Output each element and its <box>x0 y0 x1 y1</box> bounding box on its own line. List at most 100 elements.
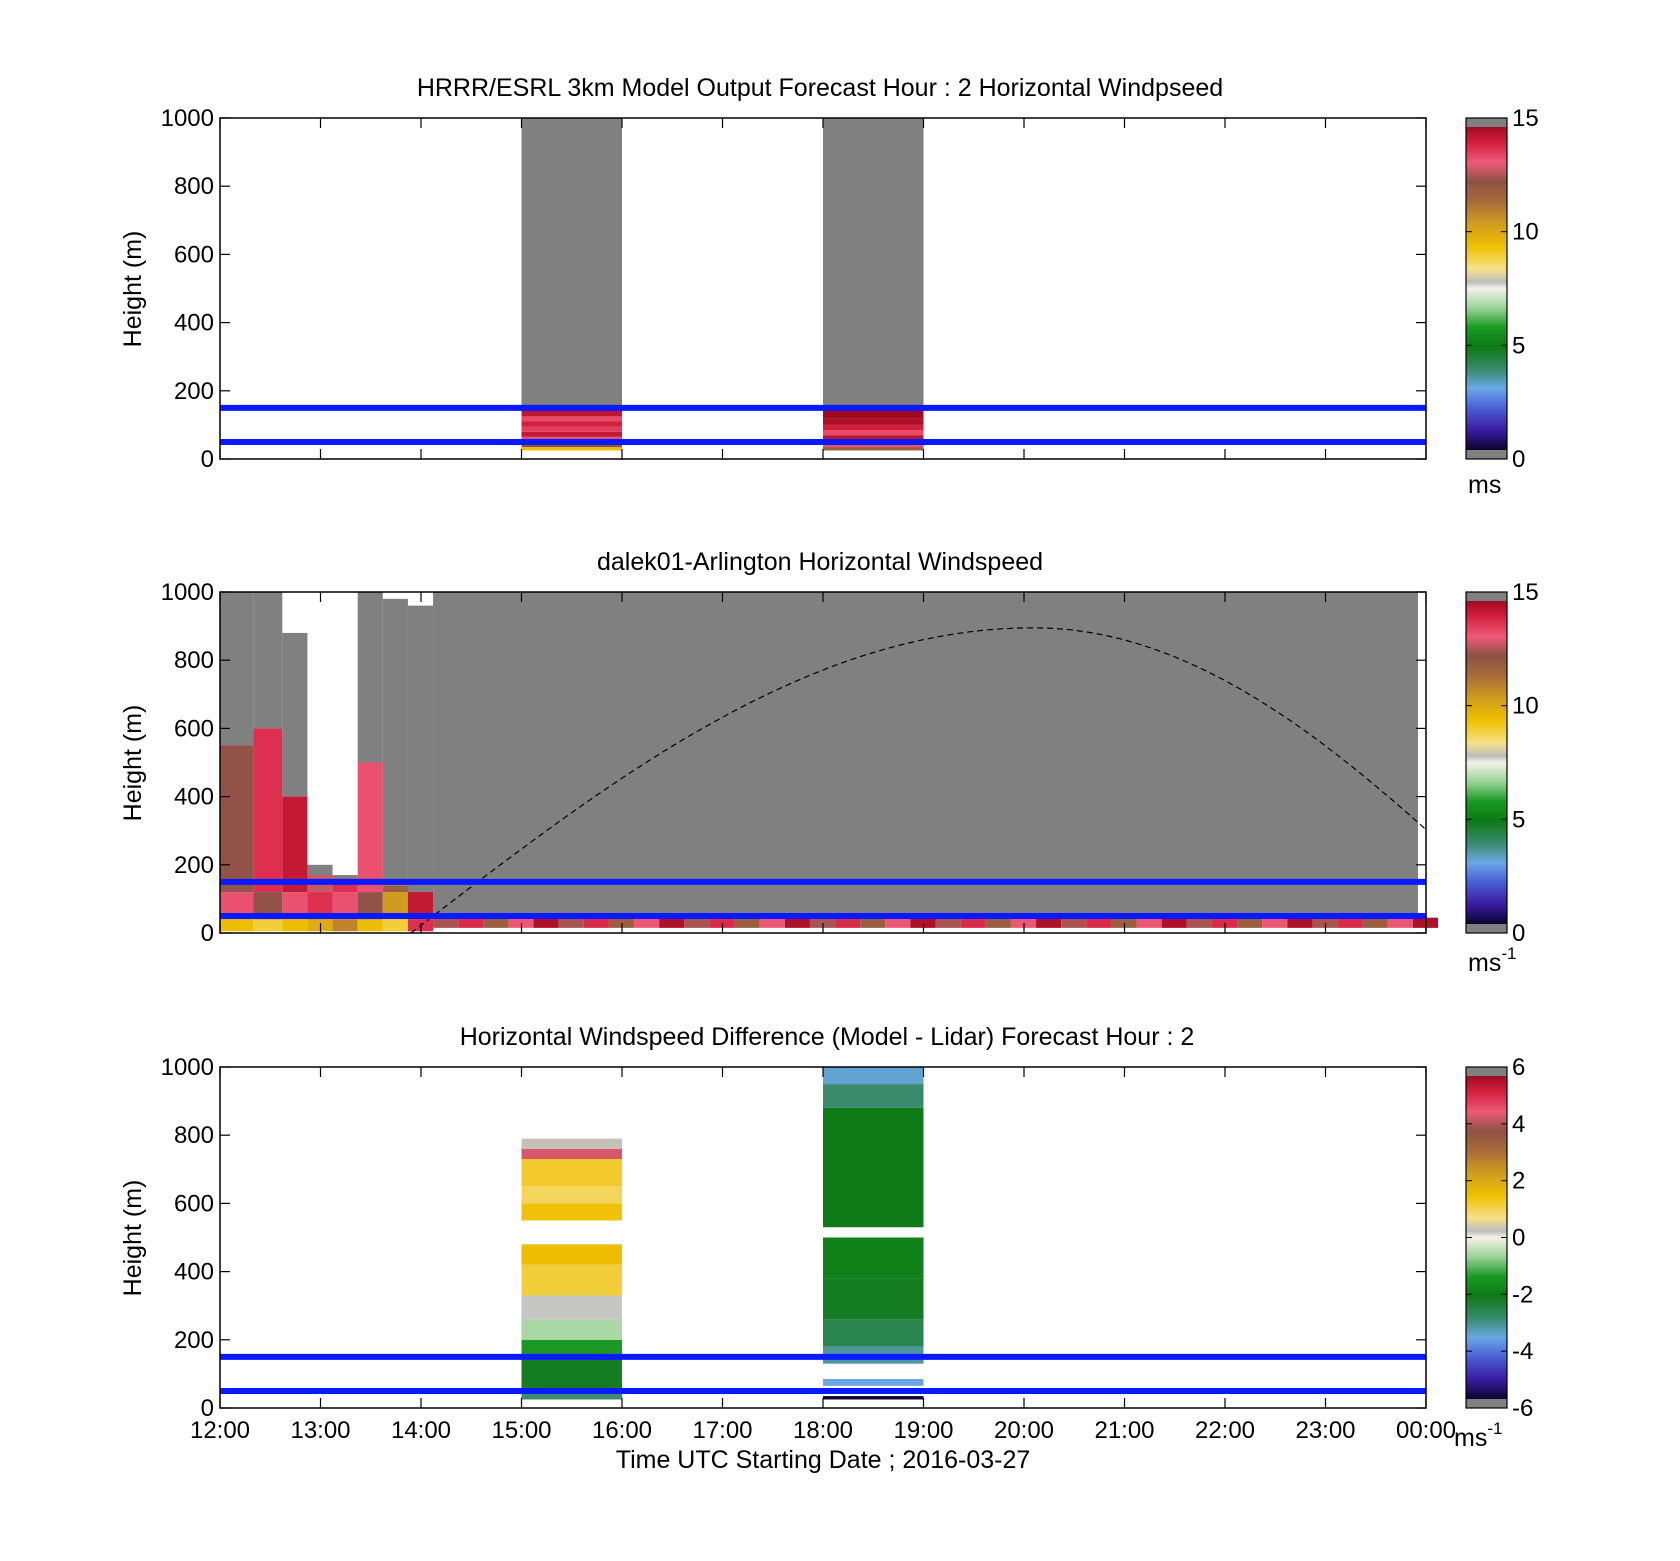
colorbar-underflow <box>1466 924 1507 933</box>
panel-model: HRRR/ESRL 3km Model Output Forecast Hour… <box>119 74 1539 499</box>
heatmap-cell <box>533 917 559 928</box>
y-tick-label: 600 <box>174 1190 214 1217</box>
heatmap-cell <box>521 431 622 437</box>
heatmap-cell <box>483 917 509 928</box>
y-axis-label: Height (m) <box>119 1180 147 1297</box>
colorbar-tick-label: 15 <box>1512 105 1539 132</box>
heatmap-cell <box>823 1237 924 1279</box>
heatmap-cell <box>910 917 936 928</box>
colorbar-tick-label: 5 <box>1512 806 1525 833</box>
y-tick-label: 400 <box>174 784 214 811</box>
heatmap-cell <box>458 917 484 928</box>
panel-title: Horizontal Windspeed Difference (Model -… <box>460 1023 1195 1051</box>
colorbar-gradient <box>1466 1076 1507 1399</box>
colorbar-tick-label: 0 <box>1512 1225 1525 1252</box>
heatmap-cell <box>282 796 308 893</box>
panel-title: dalek01-Arlington Horizontal Windspeed <box>597 548 1043 576</box>
heatmap-cell <box>823 1084 924 1108</box>
heatmap-cell <box>521 416 622 422</box>
heatmap-cell <box>823 424 924 431</box>
heatmap-cell <box>521 409 622 417</box>
y-tick-label: 1000 <box>161 1054 214 1081</box>
colorbar-frame <box>1465 117 1508 460</box>
colorbar-unit-exponent: -1 <box>1487 1419 1502 1438</box>
x-tick-label: 20:00 <box>994 1417 1054 1444</box>
colorbar-overflow <box>1466 118 1507 127</box>
heatmap-cell <box>1061 917 1087 928</box>
colorbar-tick-label: 15 <box>1512 579 1539 606</box>
heatmap-cell <box>835 917 861 928</box>
missing-data-cell <box>220 592 254 746</box>
reference-lines <box>220 404 1426 445</box>
heatmap-cell <box>823 1067 924 1085</box>
colorbar-underflow <box>1466 1399 1507 1408</box>
heatmap-cell <box>985 917 1011 928</box>
x-axis-ticks <box>219 118 1427 459</box>
colorbar-tick-label: 0 <box>1512 446 1525 473</box>
heatmap-cell <box>558 917 584 928</box>
heatmap-cell <box>220 745 254 893</box>
x-tick-label: 21:00 <box>1094 1417 1154 1444</box>
y-tick-label: 400 <box>174 310 214 337</box>
heatmap-cell <box>1337 917 1363 928</box>
heatmap-cell <box>823 1379 924 1386</box>
heatmap-cell <box>521 1319 622 1340</box>
heatmap-cell <box>220 919 254 932</box>
missing-data-cell <box>433 592 1418 918</box>
heatmap-cell <box>608 917 635 928</box>
heatmap-cell <box>521 1244 622 1265</box>
x-tick-label: 15:00 <box>491 1417 551 1444</box>
x-tick-label: 14:00 <box>391 1417 451 1444</box>
heatmap-cell <box>823 447 924 451</box>
colorbar-overflow <box>1466 1067 1507 1076</box>
heatmap-cell <box>734 917 760 928</box>
colorbar-tick-label: 10 <box>1512 693 1539 720</box>
heatmap-cell <box>759 917 785 928</box>
heatmap-cells <box>220 592 1439 932</box>
heatmap-cell <box>382 885 408 893</box>
colorbar-unit: ms-1 <box>1468 944 1516 977</box>
heatmap-cell <box>860 917 886 928</box>
panel-difference: Horizontal Windspeed Difference (Model -… <box>119 1023 1533 1474</box>
y-tick-label: 200 <box>174 378 214 405</box>
heatmap-cell <box>823 418 924 425</box>
heatmap-cell <box>1262 917 1288 928</box>
colorbar-tick-label: 6 <box>1512 1054 1525 1081</box>
x-axis-ticks: 12:00 13:00 14:00 15:00 16:00 17:00 18:00 19:00… <box>190 1067 1456 1444</box>
heatmap-cell <box>332 919 358 932</box>
heatmap-cell <box>1136 917 1162 928</box>
x-tick-label: 16:00 <box>592 1417 652 1444</box>
heatmap-cell <box>357 762 383 893</box>
heatmap-cell <box>1036 917 1062 928</box>
heatmap-cell <box>823 409 924 419</box>
x-tick-label: 17:00 <box>692 1417 752 1444</box>
heatmap-cell <box>521 1339 622 1357</box>
missing-data-cell <box>521 118 622 410</box>
heatmap-cell <box>709 917 735 928</box>
missing-data-cell <box>282 632 308 797</box>
heatmap-cell <box>583 917 609 928</box>
heatmap-cell <box>253 728 283 893</box>
heatmap-cell <box>521 1186 622 1204</box>
missing-data-cell <box>407 605 434 916</box>
y-tick-label: 0 <box>201 920 214 947</box>
colorbar-tick-label: 5 <box>1512 332 1525 359</box>
y-tick-label: 600 <box>174 241 214 268</box>
heatmap-cell <box>253 919 283 932</box>
x-tick-label: 13:00 <box>290 1417 350 1444</box>
heatmap-cell <box>823 435 924 441</box>
colorbar-tick-label: 0 <box>1512 920 1525 947</box>
heatmap-cell <box>784 917 810 928</box>
colorbar-underflow <box>1466 450 1507 459</box>
x-tick-label: 18:00 <box>793 1417 853 1444</box>
panel-lidar: dalek01-Arlington Horizontal Windspeed 0… <box>119 548 1539 977</box>
heatmap-cell <box>885 917 911 928</box>
heatmap-cell <box>1186 917 1212 928</box>
colorbar: -6 -4 -2 0 2 4 6 ms-1 <box>1454 1054 1533 1452</box>
heatmap-cell <box>282 919 308 932</box>
heatmap-cell <box>521 1203 622 1221</box>
heatmap-cell <box>521 1159 622 1187</box>
colorbar-tick-label: 10 <box>1512 219 1539 246</box>
heatmap-cell <box>521 421 622 427</box>
